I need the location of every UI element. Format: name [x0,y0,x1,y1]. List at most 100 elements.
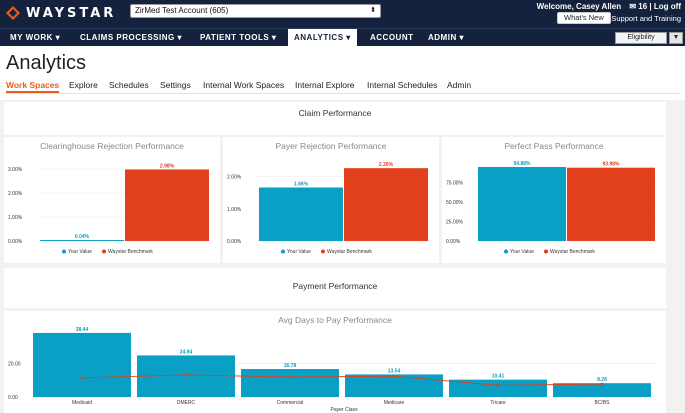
x-tick-label: Commercial [277,400,304,406]
y-tick-label: 2.00% [227,175,242,181]
whats-new-button[interactable]: What's New [557,12,611,24]
perfect-pass-chart: 0.00% 25.00% 50.00% 75.00% 94.88% 93.98% Your … [446,161,656,255]
legend-label: Your Value [287,249,311,255]
legend-marker-your-value [504,249,508,254]
chevron-down-icon: ▾ [271,33,277,42]
data-label: 16.78 [284,363,297,369]
y-tick-label: 0.00% [446,239,461,245]
waystar-logo[interactable]: WAYSTAR [6,4,116,22]
eligibility-select[interactable]: Eligibility [615,32,667,44]
logoff-link[interactable]: Log off [653,2,681,11]
perfect-pass-panel: Perfect Pass Performance 0.00% 25.00% 50.0… [442,137,666,263]
nav-admin[interactable]: ADMIN ▾ [428,29,464,46]
bar-your-value [345,374,443,397]
nav-label: CLAIMS PROCESSING [80,33,175,42]
data-label: 0.04% [75,234,90,240]
data-label: 2.98% [160,163,175,169]
payer-rejection-panel: Payer Rejection Performance 0.00% 1.00% 2.… [223,137,439,263]
chart-title: Avg Days to Pay Performance [278,315,392,325]
tab-work-spaces[interactable]: Work Spaces [6,80,60,93]
legend-marker-benchmark [102,249,106,254]
legend-marker-your-value [281,249,285,254]
tab-internal-explore[interactable]: Internal Explore [295,80,355,90]
benchmark-point [184,373,188,377]
x-axis-label: Payer Class [331,407,358,413]
tab-admin[interactable]: Admin [447,80,472,90]
account-select[interactable]: ZirMed Test Account (605) ⬍ [130,4,381,18]
y-tick-label: 0.00% [8,239,23,245]
chart-title: Clearinghouse Rejection Performance [40,141,184,151]
y-tick-label: 3.00% [8,167,23,173]
separator: | [649,2,654,11]
y-tick-label: 25.00% [446,220,464,226]
top-header: WAYSTAR ZirMed Test Account (605) ⬍ Welc… [0,0,685,28]
tab-schedules[interactable]: Schedules [109,80,149,90]
benchmark-line [81,374,603,386]
data-label: 38.44 [76,327,89,333]
tab-internal-schedules[interactable]: Internal Schedules [367,80,438,90]
nav-label: PATIENT TOOLS [200,33,270,42]
nav-account[interactable]: ACCOUNT [370,29,414,46]
nav-label: ANALYTICS [294,33,344,42]
y-tick-label: 50.00% [446,200,464,206]
y-tick-label: 20.00 [8,362,21,368]
benchmark-point [392,374,396,378]
analytics-tabs: Work Spaces Explore Schedules Settings I… [6,80,680,94]
support-link[interactable]: Support and Training [611,14,681,23]
x-tick-label: DMERC [177,400,196,406]
x-tick-label: Medicaid [72,400,92,406]
bar-your-value [259,187,343,241]
mail-icon[interactable]: ✉ [629,2,637,11]
welcome-area: Welcome, Casey Allen ✉ 16 | Log off [537,2,681,11]
bar-benchmark [125,169,209,241]
bar-benchmark [344,168,428,241]
select-arrow-icon: ⬍ [370,7,376,14]
benchmark-point [600,382,604,386]
nav-claims-processing[interactable]: CLAIMS PROCESSING ▾ [80,29,182,46]
nav-label: MY WORK [10,33,53,42]
nav-my-work[interactable]: MY WORK ▾ [10,29,60,46]
chevron-down-icon: ▾ [177,33,182,42]
clearinghouse-chart: 0.00% 1.00% 2.00% 3.00% 0.04% 2.98% Your Value… [8,163,210,255]
nav-patient-tools[interactable]: PATIENT TOOLS ▾ [200,29,276,46]
y-tick-label: 0.00% [227,239,242,245]
chevron-down-icon: ▾ [346,33,351,42]
legend-label: Your Value [510,249,534,255]
tab-settings[interactable]: Settings [160,80,191,90]
legend-label: Waystar Benchmark [108,249,153,255]
x-tick-label: Medicare [384,400,405,406]
bar-your-value [40,240,124,241]
main-nav: MY WORK ▾ CLAIMS PROCESSING ▾ PATIENT TO… [0,28,685,46]
bar-your-value [449,379,547,397]
payer-rejection-chart: 0.00% 1.00% 2.00% 1.66% 2.26% Your Value Wayst… [227,162,429,255]
mail-count[interactable]: 16 [638,2,648,11]
nav-label: ACCOUNT [370,33,414,42]
eligibility-dropdown-icon[interactable]: ▼ [669,32,683,44]
tab-internal-work-spaces[interactable]: Internal Work Spaces [203,80,285,90]
account-select-value: ZirMed Test Account (605) [135,6,229,15]
chart-title: Perfect Pass Performance [504,141,604,151]
data-label: 8.28 [597,377,607,383]
data-label: 1.66% [294,181,309,187]
benchmark-point [496,383,500,387]
nav-analytics[interactable]: ANALYTICS ▾ [288,29,357,46]
legend-label: Your Value [68,249,92,255]
bar-your-value [241,369,339,397]
chart-title: Payer Rejection Performance [275,141,387,151]
y-tick-label: 2.00% [8,191,23,197]
page-title: Analytics [6,52,87,74]
chevron-down-icon: ▾ [459,33,464,42]
bar-your-value [478,166,566,241]
nav-label: ADMIN [428,33,457,42]
chevron-down-icon: ▾ [55,33,61,42]
avg-days-chart: 0.00 20.00 38.44 Medicaid 24.94 DMERC 16.78 Com… [8,327,656,413]
data-label: 13.54 [388,368,401,374]
bar-your-value [553,383,651,397]
tab-explore[interactable]: Explore [69,80,98,90]
benchmark-point [80,376,84,380]
legend-marker-benchmark [321,249,325,254]
claim-performance-header: Claim Performance [4,102,666,135]
clearinghouse-panel: Clearinghouse Rejection Performance 0.00… [4,137,220,263]
logo-text: WAYSTAR [26,5,117,21]
avg-days-panel: Avg Days to Pay Performance 0.00 20.00 38.… [4,311,666,413]
